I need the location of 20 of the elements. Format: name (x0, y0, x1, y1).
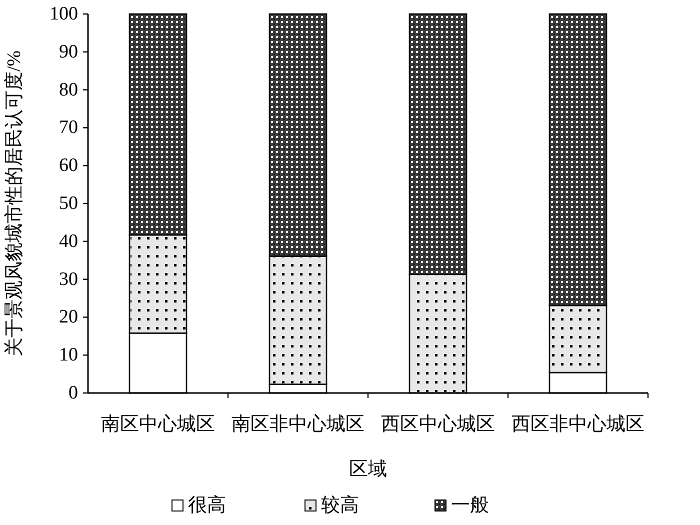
y-tick-label: 60 (59, 155, 78, 176)
x-tick-label: 西区中心城区 (381, 413, 495, 435)
y-tick-label: 10 (59, 344, 78, 366)
y-tick-label: 70 (59, 117, 78, 138)
y-tick-label: 80 (59, 79, 78, 100)
y-axis-title: 关于景观风貌城市性的居民认可度/% (3, 50, 25, 357)
legend-label: 很高 (188, 494, 226, 516)
y-tick-label: 100 (50, 4, 78, 24)
y-tick-label: 50 (59, 193, 78, 214)
legend-label: 较高 (321, 494, 359, 516)
x-axis-title: 区域 (349, 459, 387, 480)
legend-label: 一般 (451, 495, 489, 516)
y-tick-label: 40 (59, 230, 78, 252)
x-tick-label: 西区非中心城区 (512, 413, 644, 435)
y-tick-label: 0 (68, 382, 78, 404)
y-tick-label: 20 (59, 306, 78, 328)
y-tick-label: 30 (59, 268, 78, 290)
x-tick-label: 南区非中心城区 (232, 413, 364, 435)
y-tick-label: 90 (59, 41, 78, 62)
x-tick-label: 南区中心城区 (101, 413, 215, 435)
